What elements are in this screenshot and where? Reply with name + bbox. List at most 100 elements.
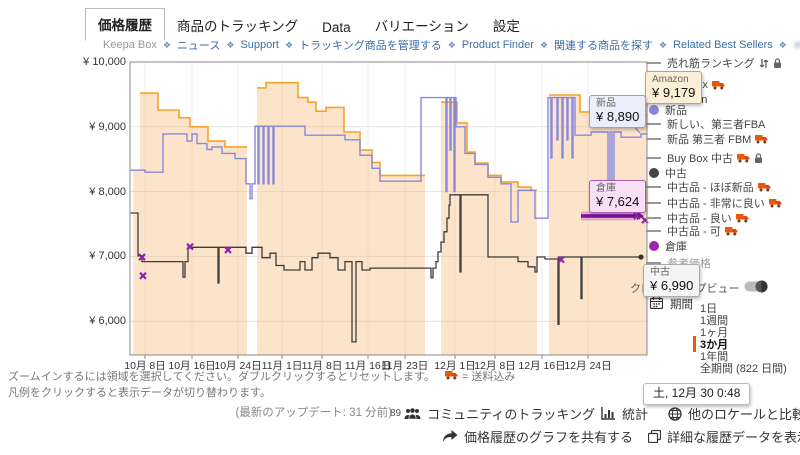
tab-price-history[interactable]: 価格履歴 bbox=[85, 8, 165, 41]
bar-chart-icon bbox=[601, 407, 616, 420]
legend-label-sales-rank: 売れ筋ランキング bbox=[667, 58, 755, 70]
legend-item-sales-rank[interactable]: 売れ筋ランキング bbox=[646, 56, 782, 70]
period-option-1w[interactable]: 1週間 bbox=[700, 315, 729, 327]
x-axis-label: 10月 24日 bbox=[214, 360, 262, 372]
lock-icon bbox=[773, 57, 782, 69]
show-history-data-label: 詳細な履歴データを表示 bbox=[667, 430, 800, 445]
legend-dash-used-very-good bbox=[646, 202, 661, 204]
user-account-link[interactable]: ●●●●●●●●●●●@●●●●.com bbox=[793, 39, 800, 51]
legend-item-used[interactable]: 中古 bbox=[646, 166, 687, 180]
tooltip-date: 土, 12月 30 0:48 bbox=[643, 383, 751, 405]
last-update-text: (最新のアップデート: 31 分前) bbox=[235, 407, 392, 419]
zoom-hint-note: ズームインするには領域を選択してください。ダブルクリックするとリセットします。 … bbox=[8, 368, 515, 384]
legend-item-used-like-new[interactable]: 中古品 - ほぼ新品 bbox=[646, 180, 771, 194]
x-axis-label: 12月 8日 bbox=[474, 360, 516, 372]
diamond-separator-icon: ❖ bbox=[226, 39, 235, 50]
legend-label-used-good: 中古品 - 良い bbox=[667, 213, 732, 225]
subnav-link-3[interactable]: トラッキング商品を管理する bbox=[299, 40, 442, 52]
legend-item-used-acceptable[interactable]: 中古品 - 可 bbox=[646, 224, 738, 238]
community-count: 89 bbox=[390, 408, 402, 419]
statistics-button[interactable]: 統計 bbox=[601, 404, 648, 423]
y-axis-label: ¥ 6,000 bbox=[89, 315, 126, 328]
tooltip-new: 新品 ¥ 8,890 bbox=[589, 95, 647, 129]
show-history-data-button[interactable]: 詳細な履歴データを表示 bbox=[648, 427, 800, 446]
period-option-1d[interactable]: 1日 bbox=[700, 303, 718, 315]
legend-item-new-fbm[interactable]: 新品 第三者 FBM bbox=[646, 132, 768, 146]
warehouse-marker bbox=[186, 242, 194, 251]
legend-label-used-acceptable: 中古品 - 可 bbox=[667, 226, 721, 238]
subnav-link-2[interactable]: Support bbox=[240, 39, 279, 51]
legend-item-new[interactable]: 新品 bbox=[646, 103, 687, 117]
community-tracking-label: コミュニティのトラッキング bbox=[427, 407, 595, 422]
x-axis-label: 11月 1日 bbox=[261, 360, 303, 372]
diamond-separator-icon: ❖ bbox=[778, 39, 787, 50]
tooltip-warehouse-value: ¥ 7,624 bbox=[596, 193, 640, 209]
subnav-link-4[interactable]: Product Finder bbox=[461, 39, 534, 51]
used-price-end-dot bbox=[638, 254, 644, 260]
share-graph-label: 価格履歴のグラフを共有する bbox=[464, 430, 634, 445]
truck-icon bbox=[768, 198, 782, 208]
toggle-on-icon[interactable] bbox=[744, 280, 768, 296]
diamond-separator-icon: ❖ bbox=[284, 39, 294, 50]
tab-variations[interactable]: バリエーション bbox=[374, 19, 469, 34]
warehouse-marker bbox=[139, 272, 147, 280]
legend-item-warehouse[interactable]: 倉庫 bbox=[646, 239, 687, 253]
buybox-fill-area bbox=[133, 93, 247, 355]
legend-label-used: 中古 bbox=[665, 168, 687, 180]
buybox-fill-area bbox=[257, 82, 425, 355]
period-option-3m[interactable]: 3か月 bbox=[693, 336, 728, 352]
x-axis-label: 12月 1日 bbox=[434, 360, 476, 372]
subnav-link-5[interactable]: 関連する商品を探す bbox=[554, 40, 654, 52]
globe-icon bbox=[668, 406, 682, 421]
legend-dash-buy-box-used bbox=[646, 157, 661, 159]
period-option-1y[interactable]: 1年間 bbox=[700, 351, 729, 363]
warehouse-marker bbox=[224, 246, 232, 254]
calendar-icon bbox=[649, 296, 664, 312]
tooltip-new-label: 新品 bbox=[596, 98, 616, 109]
zoom-hint-text: ズームインするには領域を選択してください。ダブルクリックするとリセットします。 bbox=[8, 371, 435, 383]
subnav-link-6[interactable]: Related Best Sellers bbox=[673, 39, 773, 51]
subnav-link-1[interactable]: ニュース bbox=[176, 40, 221, 52]
legend-dash-list-price bbox=[646, 262, 661, 264]
legend-item-used-good[interactable]: 中古品 - 良い bbox=[646, 211, 749, 225]
share-graph-button[interactable]: 価格履歴のグラフを共有する bbox=[442, 427, 633, 446]
legend-hint-text: 凡例をクリックすると表示データが切り替わります。 bbox=[8, 387, 271, 399]
tab-settings[interactable]: 設定 bbox=[492, 19, 520, 34]
truck-icon bbox=[724, 226, 738, 236]
legend-dash-used-good bbox=[646, 217, 661, 219]
legend-dot-used bbox=[649, 168, 659, 178]
tooltip-amazon: Amazon ¥ 9,179 bbox=[645, 71, 703, 105]
legend-dot-warehouse bbox=[649, 241, 659, 251]
keepa-box-label: Keepa Box bbox=[103, 39, 157, 51]
x-axis-label: 11月 23日 bbox=[381, 360, 429, 372]
compare-locales-button[interactable]: 他のロケールと比較 bbox=[668, 404, 800, 423]
shipping-included-text: = 送料込み bbox=[461, 371, 516, 383]
warehouse-marker bbox=[557, 255, 565, 264]
buybox-fill-area bbox=[549, 95, 647, 355]
tab-data[interactable]: Data bbox=[322, 20, 351, 35]
period-option-1m[interactable]: 1ヶ月 bbox=[700, 327, 729, 339]
diamond-separator-icon: ❖ bbox=[539, 39, 549, 50]
x-axis-label: 12月 16日 bbox=[518, 360, 566, 372]
compare-locales-label: 他のロケールと比較 bbox=[688, 407, 800, 422]
legend-dash-sales-rank bbox=[646, 62, 661, 64]
truck-icon bbox=[737, 153, 750, 163]
period-option-all[interactable]: 全期間 (822 日間) bbox=[700, 363, 787, 375]
x-axis-label: 11月 16日 bbox=[344, 360, 392, 372]
y-axis-label: ¥ 7,000 bbox=[89, 250, 126, 263]
legend-label-new: 新品 bbox=[665, 105, 687, 117]
people-icon bbox=[404, 407, 421, 420]
community-tracking-button[interactable]: 89 コミュニティのトラッキング bbox=[390, 404, 595, 423]
y-axis-label: ¥ 10,000 bbox=[83, 56, 126, 68]
legend-item-new-fba[interactable]: 新しい、第三者FBA bbox=[646, 117, 765, 131]
legend-item-used-very-good[interactable]: 中古品 - 非常に良い bbox=[646, 196, 782, 210]
legend-item-buy-box-used[interactable]: Buy Box 中古 bbox=[646, 151, 763, 165]
buybox-fill-area bbox=[441, 102, 537, 355]
tab-product-tracking[interactable]: 商品のトラッキング bbox=[177, 19, 299, 34]
legend-label-new-fbm: 新品 第三者 FBM bbox=[667, 134, 752, 146]
period-header: 期間 bbox=[649, 296, 693, 312]
legend-dash-new-fbm bbox=[646, 138, 661, 140]
tooltip-new-value: ¥ 8,890 bbox=[596, 108, 640, 124]
truck-icon bbox=[757, 182, 771, 192]
